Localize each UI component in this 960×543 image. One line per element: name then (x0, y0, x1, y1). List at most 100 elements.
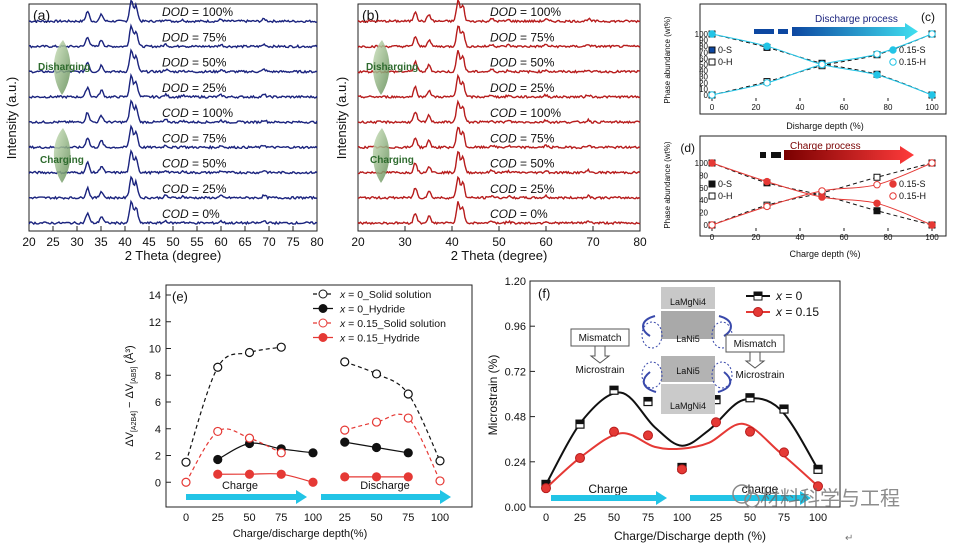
xrd-trace (28, 72, 318, 100)
y-tick-label: 100 (695, 30, 709, 39)
disharging-label: Disharging (38, 62, 90, 73)
crystal-layer-image (661, 287, 715, 309)
xrd-trace (28, 23, 318, 49)
series-line (217, 473, 314, 483)
data-point (763, 42, 771, 50)
panel-f-frame (529, 280, 841, 508)
xrd-trace (357, 25, 641, 49)
data-point (213, 454, 223, 465)
data-point-fill (542, 480, 550, 485)
data-point (708, 91, 716, 99)
legend-label: x = 0_Solid solution (339, 289, 432, 301)
e-charge-label: Charge (222, 480, 258, 492)
data-point (873, 199, 881, 208)
charge-process-label: Charge process (790, 141, 861, 152)
x-tick-label: 55 (190, 235, 204, 249)
data-point (708, 30, 716, 38)
svg-text:ΔV[A2B4] − ΔV[AB5] (Å³): ΔV[A2B4] − ΔV[AB5] (Å³) (123, 345, 138, 446)
data-point (928, 30, 936, 38)
legend-marker-fill (754, 292, 762, 296)
fit-curve (545, 391, 819, 485)
panel-d-xlabel: Charge depth (%) (789, 249, 860, 259)
xrd-trace-label: DOD = 100% (490, 5, 561, 19)
xrd-trace-label: DOD = 100% (162, 5, 233, 19)
x-tick-label: 25 (574, 512, 586, 524)
data-point (873, 71, 881, 79)
y-tick-label: 0.72 (505, 366, 526, 378)
legend-marker (889, 58, 897, 66)
wechat-logo-icon (744, 492, 760, 508)
y-tick-label: 0.48 (505, 412, 526, 424)
data-point-fill (814, 465, 822, 470)
x-tick-label: 30 (398, 235, 412, 249)
xrd-trace-label: COD = 0% (490, 207, 548, 221)
xrd-trace-label: DOD = 25% (162, 81, 227, 95)
y-tick-label: 2 (155, 451, 161, 463)
data-point-fill (610, 386, 618, 391)
series-line (185, 346, 282, 463)
data-point (818, 187, 826, 195)
x-tick-label: 75 (402, 512, 414, 524)
disharging-label: Disharging (366, 62, 418, 73)
y-tick-label: 20 (699, 209, 708, 218)
data-point (371, 417, 382, 427)
data-point (928, 221, 936, 229)
y-tick-label: 40 (699, 196, 708, 205)
data-point-fill (644, 397, 652, 402)
y-tick-label: 60 (699, 54, 708, 63)
microstrain-label-right: Microstrain (736, 370, 785, 381)
xrd-trace (357, 99, 641, 125)
panel-a-label: (a) (33, 7, 50, 23)
x-tick-label: 50 (166, 235, 180, 249)
x-tick-label: 50 (608, 512, 620, 524)
data-point (403, 472, 413, 482)
lani5-bottom-label: LaNi5 (676, 366, 700, 376)
crystal-layer-image (661, 356, 715, 382)
y-tick-label: 10 (149, 344, 161, 356)
data-point (711, 417, 721, 428)
xrd-trace (357, 150, 641, 175)
xrd-trace (357, 49, 640, 74)
panel-e-ylabel: ΔV[A2B4] − ΔV[AB5] (Å³) (123, 345, 138, 446)
panel-c-label: (c) (921, 10, 935, 24)
x-tick-label: 20 (351, 235, 365, 249)
xrd-trace-label: COD = 25% (490, 182, 555, 196)
xrd-trace (28, 175, 318, 201)
series-line (217, 442, 314, 461)
strain-ellipse-icon (641, 361, 663, 389)
series-line (344, 413, 441, 482)
x-tick-label: 40 (445, 235, 459, 249)
x-tick-label: 70 (586, 235, 600, 249)
panel-d-ylabel: Phase abundance (wt%) (663, 141, 672, 229)
xrd-trace-label: DOD = 75% (162, 30, 227, 44)
data-point (609, 426, 619, 437)
y-tick-label: 4 (155, 424, 161, 436)
x-tick-label: 80 (310, 235, 324, 249)
x-tick-label: 60 (840, 233, 849, 242)
legend-label: x = 0.15_Hydride (339, 333, 420, 345)
data-point (244, 469, 255, 479)
microstrain-label-left: Microstrain (576, 365, 625, 376)
x-tick-label: 40 (796, 233, 805, 242)
xrd-trace-label: COD = 100% (490, 106, 561, 120)
y-tick-label: 0 (704, 91, 709, 100)
data-point (779, 447, 789, 458)
data-point (873, 173, 881, 181)
xrd-trace-label: COD = 75% (162, 131, 227, 145)
legend-marker (708, 180, 716, 188)
leaf-arrow-icon (372, 40, 390, 95)
leaf-arrow-icon (53, 40, 71, 95)
x-tick-label: 25 (212, 512, 224, 524)
lamgni4-top-label: LaMgNi4 (670, 297, 706, 307)
data-point-fill (712, 395, 720, 400)
legend-marker (889, 46, 897, 54)
legend-label: x = 0 (775, 289, 803, 303)
down-arrow-icon (744, 351, 766, 369)
y-tick-label: 30 (699, 73, 708, 82)
legend-marker (889, 180, 897, 188)
data-point (244, 347, 255, 358)
x-tick-label: 20 (752, 233, 761, 242)
legend-marker (753, 307, 763, 317)
e-discharge-label: Discharge (360, 480, 410, 492)
